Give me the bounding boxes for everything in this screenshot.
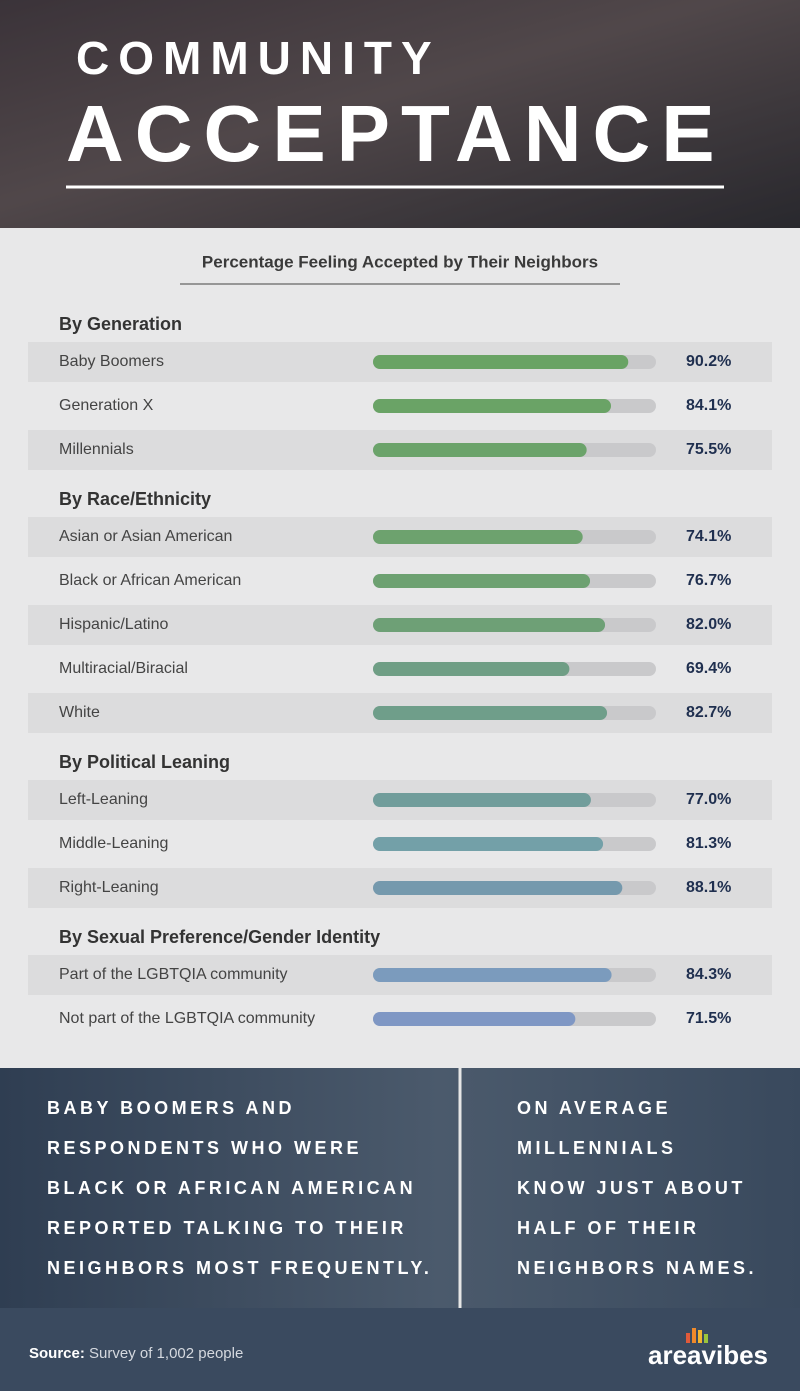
bar [373, 881, 623, 895]
category-label: White [59, 704, 100, 721]
callout-line: MILLENNIALS [517, 1138, 677, 1158]
source: Source: Survey of 1,002 people [29, 1345, 243, 1362]
bar [373, 706, 608, 720]
bar [373, 574, 591, 588]
callout-line: REPORTED TALKING TO THEIR [47, 1218, 407, 1238]
bar [373, 355, 629, 369]
category-label: Hispanic/Latino [59, 616, 169, 633]
bar [373, 1012, 576, 1026]
logo-icon [686, 1328, 708, 1343]
callout-background [0, 1068, 800, 1308]
value-label: 77.0% [686, 791, 731, 808]
group-heading: By Generation [59, 314, 182, 334]
value-label: 76.7% [686, 572, 731, 589]
bar [373, 662, 570, 676]
category-label: Not part of the LGBTQIA community [59, 1010, 315, 1027]
bar [373, 793, 591, 807]
callout-line: ON AVERAGE [517, 1098, 671, 1118]
category-label: Left-Leaning [59, 791, 148, 808]
category-label: Asian or Asian American [59, 528, 232, 545]
callout-line: NEIGHBORS NAMES. [517, 1258, 757, 1278]
callout-line: HALF OF THEIR [517, 1218, 700, 1238]
value-label: 69.4% [686, 660, 731, 677]
callout-line: NEIGHBORS MOST FREQUENTLY. [47, 1258, 432, 1278]
logo: areavibes [648, 1340, 768, 1370]
value-label: 82.7% [686, 704, 731, 721]
category-label: Millennials [59, 441, 134, 458]
callout-line: RESPONDENTS WHO WERE [47, 1138, 362, 1158]
category-label: Baby Boomers [59, 353, 164, 370]
value-label: 81.3% [686, 835, 731, 852]
group-heading: By Sexual Preference/Gender Identity [59, 927, 380, 947]
bar [373, 443, 587, 457]
bar [373, 837, 604, 851]
source-text: Survey of 1,002 people [89, 1345, 243, 1362]
value-label: 82.0% [686, 616, 731, 633]
value-label: 84.3% [686, 966, 731, 983]
footer-background [0, 1308, 800, 1391]
title-line: COMMUNITY [76, 32, 441, 84]
header-overlay [0, 0, 800, 228]
header-background [0, 0, 800, 228]
callout-line: KNOW JUST ABOUT [517, 1178, 746, 1198]
value-label: 71.5% [686, 1010, 731, 1027]
value-label: 88.1% [686, 879, 731, 896]
source-label: Source: [29, 1345, 85, 1362]
value-label: 74.1% [686, 528, 731, 545]
category-label: Right-Leaning [59, 879, 159, 896]
group-heading: By Political Leaning [59, 752, 230, 772]
callout-line: BLACK OR AFRICAN AMERICAN [47, 1178, 416, 1198]
category-label: Middle-Leaning [59, 835, 168, 852]
value-label: 75.5% [686, 441, 731, 458]
title-line: ACCEPTANCE [66, 89, 726, 178]
bar [373, 399, 612, 413]
callout-line: BABY BOOMERS AND [47, 1098, 295, 1118]
bar [373, 618, 606, 632]
value-label: 84.1% [686, 397, 731, 414]
chart-title: Percentage Feeling Accepted by Their Nei… [202, 252, 598, 271]
bar [373, 968, 612, 982]
group-heading: By Race/Ethnicity [59, 489, 211, 509]
category-label: Part of the LGBTQIA community [59, 966, 288, 983]
category-label: Multiracial/Biracial [59, 660, 188, 677]
category-label: Black or African American [59, 572, 241, 589]
category-label: Generation X [59, 397, 154, 414]
value-label: 90.2% [686, 353, 731, 370]
bar [373, 530, 583, 544]
